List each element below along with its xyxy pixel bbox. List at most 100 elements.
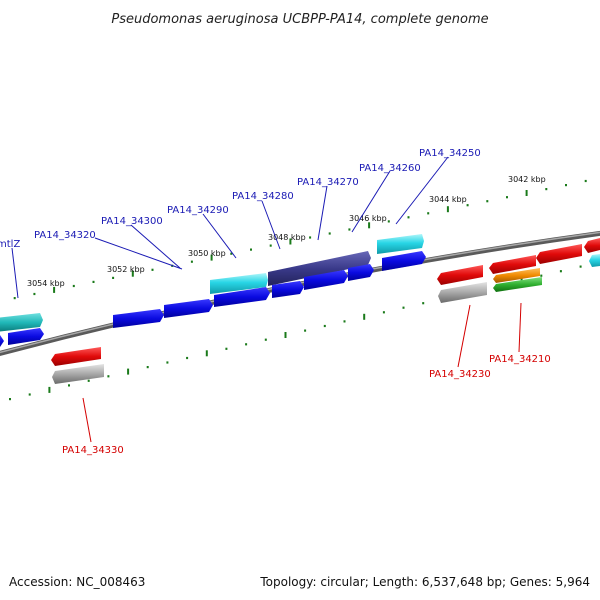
scale-label: 3050 kbp (188, 249, 226, 258)
scale-label: 3042 kbp (508, 175, 546, 184)
minor-tick (225, 347, 228, 350)
major-tick (48, 386, 51, 393)
map-title: Pseudomonas aeruginosa UCBPP-PA14, compl… (111, 12, 488, 27)
gene-red[interactable] (489, 255, 536, 274)
minor-tick (13, 297, 16, 300)
major-tick (131, 270, 134, 277)
gene-highlight[interactable] (268, 251, 371, 286)
major-tick (525, 190, 528, 196)
gene-blue[interactable] (304, 270, 348, 290)
gene-cyan[interactable] (377, 234, 424, 254)
minor-tick (323, 324, 326, 328)
gene-orange[interactable] (493, 268, 540, 283)
minor-tick (151, 268, 154, 271)
gene-blue[interactable] (164, 299, 213, 318)
minor-tick (269, 244, 272, 247)
minor-tick (33, 292, 36, 296)
accession-text: Accession: NC_008463 (9, 575, 145, 589)
minor-tick (402, 306, 405, 309)
scale-label: 3048 kbp (268, 233, 306, 242)
minor-tick (427, 212, 430, 215)
gene-label[interactable]: PA14_34260 (359, 163, 421, 174)
minor-tick (579, 265, 582, 268)
major-tick (210, 254, 213, 261)
minor-tick (230, 252, 233, 255)
major-tick (446, 206, 449, 213)
gene-red[interactable] (584, 238, 600, 253)
minor-tick (348, 228, 351, 231)
minor-tick (382, 311, 385, 314)
outer-scale-ticks (13, 179, 587, 300)
minor-tick (264, 338, 267, 341)
bottom-label-leaders (82, 302, 522, 443)
minor-tick (9, 398, 11, 401)
minor-tick (190, 260, 193, 263)
scale-label: 3052 kbp (107, 265, 145, 274)
gene-cyan[interactable] (589, 254, 600, 267)
scale-label: 3054 kbp (27, 279, 65, 288)
major-tick (289, 238, 292, 245)
gene-blue[interactable] (113, 309, 164, 328)
gene-green[interactable] (493, 277, 542, 292)
minor-tick (107, 375, 110, 378)
gene-label[interactable]: PA14_34210 (489, 354, 551, 365)
genome-summary-text: Topology: circular; Length: 6,537,648 bp… (259, 575, 590, 589)
minor-tick (422, 302, 425, 305)
forward-strand-genes (0, 234, 426, 348)
gene-label[interactable]: PA14_34330 (62, 445, 124, 456)
major-tick (53, 286, 56, 293)
minor-tick (328, 232, 331, 235)
reverse-strand-genes (51, 238, 600, 384)
gene-red[interactable] (437, 265, 483, 285)
gene-blue[interactable] (214, 287, 270, 307)
gene-blue[interactable] (348, 264, 374, 281)
minor-tick (545, 188, 548, 191)
gene-label[interactable]: mtlZ (0, 239, 20, 250)
minor-tick (250, 248, 252, 251)
gene-blue[interactable] (272, 281, 304, 298)
gene-blue[interactable] (8, 328, 44, 345)
minor-tick (87, 379, 90, 382)
gene-label[interactable]: PA14_34320 (34, 230, 96, 241)
scale-label: 3044 kbp (429, 195, 467, 204)
minor-tick (304, 329, 307, 332)
gene-blue[interactable] (382, 251, 426, 271)
major-tick (284, 332, 287, 338)
minor-tick (466, 204, 469, 207)
minor-tick (28, 393, 31, 396)
gene-red[interactable] (536, 244, 582, 264)
minor-tick (146, 366, 149, 369)
minor-tick (565, 184, 567, 187)
gene-mtlZ[interactable] (0, 313, 43, 332)
minor-tick (506, 196, 508, 199)
top-label-leaders (11, 156, 449, 299)
gene-gray[interactable] (52, 364, 104, 384)
minor-tick (112, 276, 115, 279)
gene-gray[interactable] (438, 282, 487, 303)
gene-label[interactable]: PA14_34270 (297, 177, 359, 188)
gene-label[interactable]: PA14_34280 (232, 191, 294, 202)
gene-blue[interactable] (0, 335, 4, 348)
minor-tick (186, 356, 189, 360)
minor-tick (387, 220, 390, 223)
minor-tick (309, 236, 312, 239)
gene-cyan[interactable] (210, 273, 268, 294)
minor-tick (559, 270, 562, 273)
minor-tick (68, 384, 70, 387)
minor-tick (584, 179, 587, 183)
gene-label[interactable]: PA14_34230 (429, 369, 491, 380)
scale-label: 3046 kbp (349, 214, 387, 223)
gene-red[interactable] (51, 347, 101, 366)
gene-label[interactable]: PA14_34290 (167, 205, 229, 216)
minor-tick (166, 361, 169, 364)
minor-tick (245, 343, 248, 346)
major-tick (368, 222, 371, 229)
gene-label[interactable]: PA14_34250 (419, 148, 481, 159)
major-tick (127, 368, 130, 375)
minor-tick (92, 280, 95, 283)
minor-tick (540, 274, 543, 277)
major-tick (363, 313, 366, 320)
minor-tick (407, 216, 410, 219)
gene-label[interactable]: PA14_34300 (101, 216, 163, 227)
